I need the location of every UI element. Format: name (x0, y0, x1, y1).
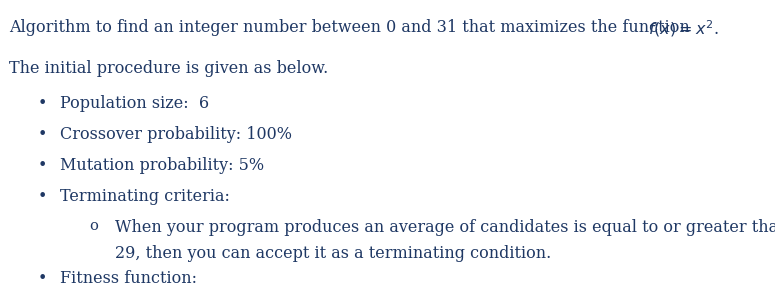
Text: Terminating criteria:: Terminating criteria: (60, 188, 230, 205)
Text: •: • (37, 188, 46, 205)
Text: Algorithm to find an integer number between 0 and 31 that maximizes the function: Algorithm to find an integer number betw… (9, 19, 701, 36)
Text: 29, then you can accept it as a terminating condition.: 29, then you can accept it as a terminat… (115, 245, 551, 261)
Text: Fitness function:: Fitness function: (60, 270, 198, 287)
Text: $f(x) = x^{2}$.: $f(x) = x^{2}$. (648, 19, 718, 39)
Text: o: o (89, 219, 98, 233)
Text: The initial procedure is given as below.: The initial procedure is given as below. (9, 60, 329, 77)
Text: •: • (37, 157, 46, 174)
Text: Mutation probability: 5%: Mutation probability: 5% (60, 157, 264, 174)
Text: When your program produces an average of candidates is equal to or greater than: When your program produces an average of… (115, 219, 775, 236)
Text: •: • (37, 126, 46, 143)
Text: Population size:  6: Population size: 6 (60, 95, 209, 112)
Text: •: • (37, 95, 46, 112)
Text: •: • (37, 270, 46, 287)
Text: Crossover probability: 100%: Crossover probability: 100% (60, 126, 292, 143)
